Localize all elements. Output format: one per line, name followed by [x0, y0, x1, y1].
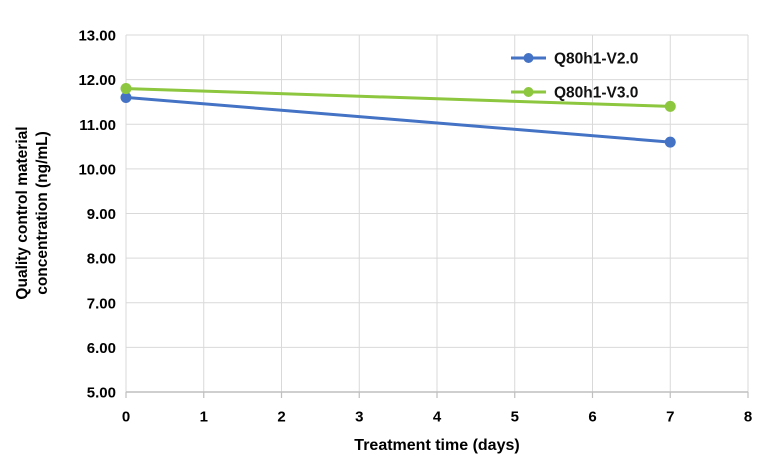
data-point-marker — [120, 91, 132, 103]
y-tick-label: 11.00 — [79, 117, 116, 134]
x-axis-title: Treatment time (days) — [354, 437, 520, 454]
y-tick-label: 7.00 — [87, 295, 116, 312]
x-tick-label: 7 — [666, 409, 674, 426]
x-tick-label: 3 — [355, 409, 363, 426]
x-tick-label: 0 — [122, 409, 130, 426]
data-point-marker — [664, 136, 676, 148]
y-axis-title-line2: concentration (ng/mL) — [34, 131, 51, 295]
y-tick-label: 5.00 — [87, 385, 116, 402]
y-tick-label: 9.00 — [87, 206, 116, 223]
y-tick-label: 6.00 — [87, 340, 116, 357]
x-tick-label: 4 — [433, 409, 442, 426]
legend: Q80h1-V2.0 Q80h1-V3.0 — [511, 51, 638, 102]
x-tick-label: 1 — [200, 409, 208, 426]
y-tick-label: 10.00 — [78, 161, 116, 178]
y-tick-label: 8.00 — [87, 251, 116, 268]
legend-label: Q80h1-V2.0 — [554, 51, 638, 68]
y-axis-title: Quality control material concentration (… — [13, 126, 53, 299]
data-point-marker — [664, 100, 676, 112]
y-tick-label: 12.00 — [78, 72, 116, 89]
y-axis-title-line1: Quality control material — [13, 126, 31, 300]
x-tick-label: 8 — [744, 409, 752, 426]
series-line — [124, 87, 672, 108]
legend-marker — [523, 53, 534, 63]
series-line — [124, 95, 672, 144]
legend-label: Q80h1-V3.0 — [554, 85, 638, 102]
x-tick-label: 6 — [588, 409, 596, 426]
legend-marker — [523, 87, 534, 97]
x-tick-label: 2 — [277, 409, 285, 426]
data-point-marker — [120, 83, 132, 95]
x-tick-label: 5 — [511, 409, 519, 426]
y-tick-label: 13.00 — [78, 28, 116, 45]
